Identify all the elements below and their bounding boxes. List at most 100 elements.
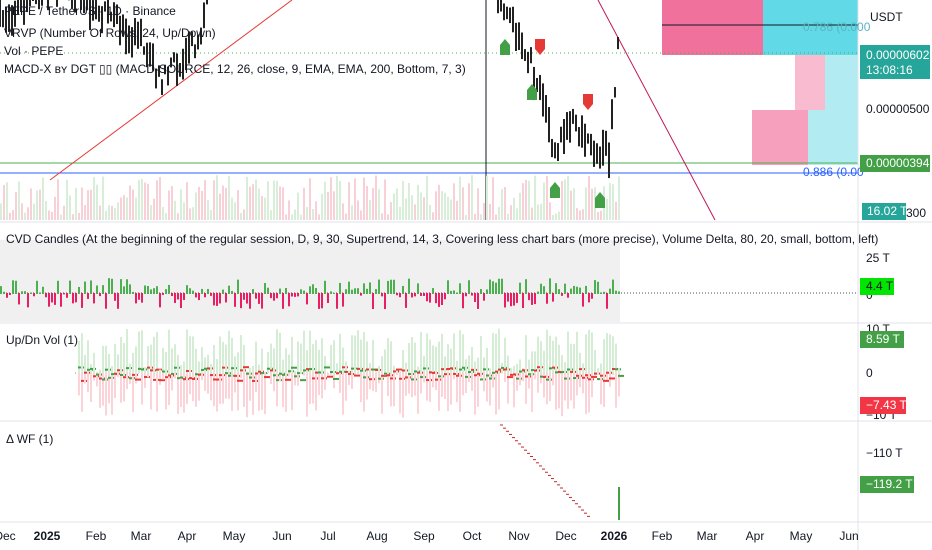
currency[interactable]: USDT (870, 10, 903, 24)
cvd-bar (504, 293, 506, 308)
up-vol (243, 344, 245, 373)
volume-bar (93, 177, 95, 220)
dn-vol (390, 373, 392, 407)
dn-vol (162, 373, 164, 380)
dn-vol (486, 373, 488, 402)
time-label: Feb (86, 529, 107, 543)
volume-bar (567, 175, 569, 220)
cvd-bar (249, 293, 251, 309)
volume-bar (261, 195, 263, 220)
price-label: 0.00000500 (866, 102, 930, 116)
dn-vol (177, 373, 179, 414)
dn-vol (261, 373, 263, 410)
up-vol (498, 328, 500, 373)
cvd-bar (195, 293, 197, 298)
fib-label: 0.886 (0.00 (803, 165, 864, 179)
cvd-bar (273, 293, 275, 301)
dn-vol (132, 373, 134, 413)
volume-bar (177, 213, 179, 220)
up-vol (504, 337, 506, 373)
up-vol (471, 347, 473, 373)
time-label: Jun (272, 529, 291, 543)
volume-bar (237, 190, 239, 220)
volume-bar (612, 184, 614, 220)
volume-bar (483, 203, 485, 220)
up-vol (336, 363, 338, 373)
up-vol (120, 336, 122, 373)
volume-bar (378, 189, 380, 220)
up-vol (405, 362, 407, 373)
volume-bar (243, 209, 245, 220)
up-vol (426, 333, 428, 373)
signal-arrow (500, 39, 510, 55)
cvd-bar (333, 292, 335, 294)
cvd-bar (399, 293, 401, 298)
dn-vol (573, 373, 575, 409)
volume-bar (558, 211, 560, 220)
cvd-bar (588, 293, 590, 303)
cvd-bar (6, 293, 8, 298)
dn-vol (183, 373, 185, 413)
dn-vol (615, 373, 617, 408)
dn-vol (321, 373, 323, 399)
volume-bar (57, 179, 59, 220)
volume-bar (471, 175, 473, 220)
cvd-bar (612, 279, 614, 294)
cvd-bar (282, 293, 284, 309)
up-vol (111, 366, 113, 373)
vol-tick (291, 366, 297, 369)
symbol-title: PEPE / TetherUS · 1D · Binance (4, 4, 176, 18)
volume-bar (561, 181, 563, 220)
volume-bar (141, 179, 143, 220)
cvd-bar (198, 293, 200, 301)
cvd-bar (585, 285, 587, 294)
volume-bar (288, 200, 290, 220)
up-vol (147, 346, 149, 373)
volume-bar (504, 187, 506, 220)
volume-bar (600, 210, 602, 220)
volume-bar (102, 176, 104, 220)
cvd-bar (123, 286, 125, 294)
cvd-bar (384, 293, 386, 309)
volume-bar (381, 213, 383, 220)
up-vol (435, 346, 437, 373)
cvd-bar (546, 293, 548, 304)
volume-bar (90, 189, 92, 220)
volume-bar (69, 195, 71, 220)
dn-vol (228, 373, 230, 399)
volume-bar (183, 202, 185, 220)
up-vol (528, 359, 530, 373)
volume-bar (162, 207, 164, 220)
up-vol (84, 355, 86, 373)
volume-bar (363, 177, 365, 220)
signal-arrow (535, 39, 545, 55)
cvd-bar (543, 286, 545, 294)
volume-bar (375, 175, 377, 220)
up-vol (291, 336, 293, 373)
cvd-bar (162, 293, 164, 295)
cvd-bar (483, 293, 485, 301)
dn-vol (99, 373, 101, 408)
dn-vol (372, 373, 374, 392)
volume-bar (225, 187, 227, 220)
up-vol (453, 333, 455, 373)
cvd-bar (381, 293, 383, 297)
up-vol (204, 357, 206, 373)
up-vol (318, 349, 320, 373)
vol-tick (300, 379, 306, 382)
volume-bar (21, 203, 23, 220)
dn-vol (402, 373, 404, 418)
up-vol (399, 370, 401, 373)
cvd-bar (18, 293, 20, 305)
dn-vol (468, 373, 470, 382)
up-vol (609, 334, 611, 373)
time-label: 2026 (601, 529, 628, 543)
dn-vol (465, 373, 467, 394)
up-vol (444, 356, 446, 373)
volume-bar (207, 199, 209, 220)
up-vol (360, 339, 362, 373)
cvd-bar (411, 293, 413, 298)
dn-vol (123, 373, 125, 402)
up-vol (495, 333, 497, 373)
up-vol (516, 363, 518, 373)
